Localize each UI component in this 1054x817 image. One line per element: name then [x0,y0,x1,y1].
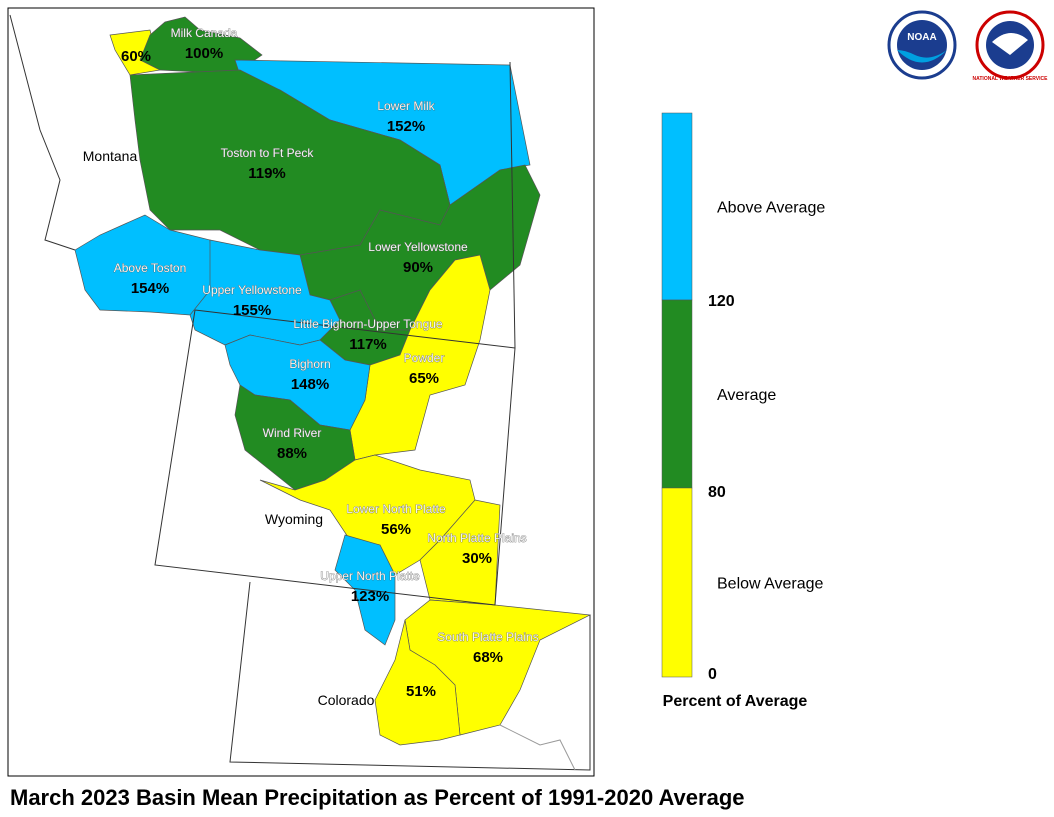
basin-name: Powder [404,351,445,365]
basin-name: Bighorn [289,357,330,371]
legend-tick: 80 [708,484,726,501]
legend-label: Above Average [717,200,825,217]
legend: Above Average Average Below Average 120 80 0 [661,112,825,683]
nws-logo: NATIONAL WEATHER SERVICE [973,10,1049,82]
basin-name: Toston to Ft Peck [221,146,315,160]
basin-value: 152% [387,118,425,135]
basin-value: 155% [233,302,271,319]
map [74,16,592,746]
basin-name: Little Bighorn-Upper Tongue [293,317,443,331]
legend-title: Percent of Average [663,693,808,710]
basin-value: 68% [473,649,503,666]
basin-name: Milk Canada [171,26,238,40]
basin-value: 30% [462,550,492,567]
basin-name: North Platte Plains [427,531,526,545]
legend-swatch [661,112,693,301]
river-line [499,724,576,771]
basin-name: Wind River [263,426,322,440]
page-title: March 2023 Basin Mean Precipitation as P… [10,785,745,810]
basin-value: 154% [131,280,169,297]
basin-name: Lower Yellowstone [368,240,468,254]
legend-label: Average [717,387,776,404]
basin-value: 88% [277,445,307,462]
state-label: Wyoming [265,511,323,527]
noaa-logo-text: NOAA [907,32,936,43]
nws-logo-text: NATIONAL WEATHER SERVICE [973,76,1049,82]
basin-name: Lower North Platte [346,502,446,516]
basin-value: 148% [291,376,329,393]
basin-value: 51% [406,683,436,700]
state-label: Colorado [318,692,375,708]
basin-value: 119% [248,165,286,182]
basin-value: 123% [351,588,389,605]
basin-value: 60% [121,48,151,65]
labels: 60% Milk Canada 100% Lower Milk 152% Toston t… [113,26,539,700]
legend-tick: 120 [708,293,735,310]
basin-name: Above Toston [114,261,187,275]
state-label: Montana [83,148,138,164]
colorado-border [229,581,591,771]
wyoming-border [154,61,516,606]
basin [374,619,461,746]
montana-west-border [9,14,76,251]
basin [74,214,216,316]
basin-name: Lower Milk [377,99,435,113]
basin-value: 117% [349,336,387,353]
basin-value: 100% [185,45,223,62]
mt-wy-border [194,309,516,349]
basin-value: 90% [403,259,433,276]
state-borders [9,14,591,771]
legend-tick: 0 [708,666,717,683]
legend-label: Below Average [717,576,824,593]
basin-name: Upper North Platte [320,569,420,583]
legend-swatch [661,487,693,678]
basin-value: 65% [409,370,439,387]
legend-swatch [661,299,693,489]
basin-value: 56% [381,521,411,538]
basin-name: Upper Yellowstone [202,283,302,297]
basin-name: South Platte Plains [437,630,538,644]
noaa-logo: NOAA [887,10,957,80]
